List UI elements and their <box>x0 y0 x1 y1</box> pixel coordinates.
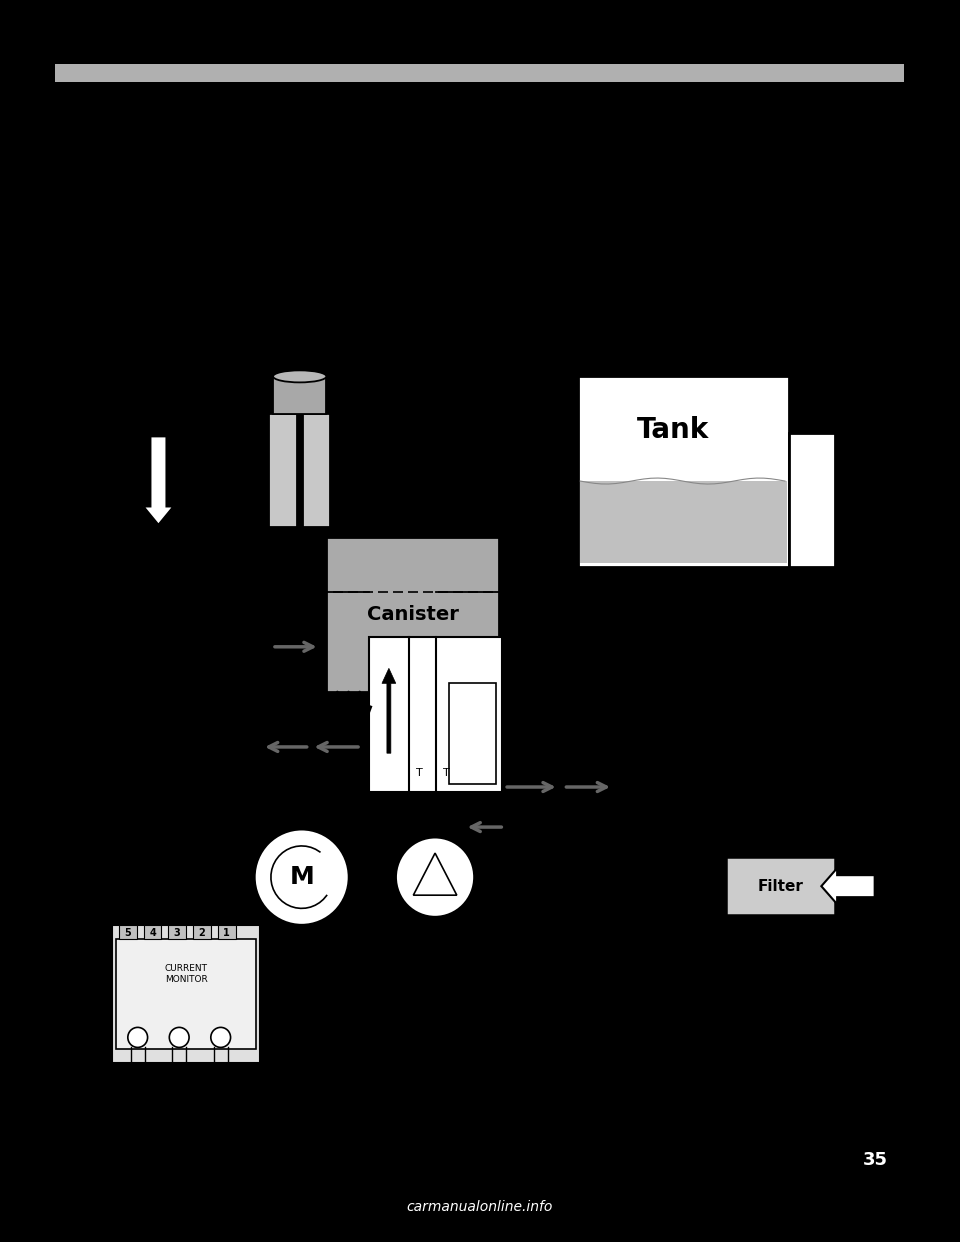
Text: 35: 35 <box>863 1151 888 1169</box>
Text: 0.5mm
Reference
Orifice: 0.5mm Reference Orifice <box>138 684 206 729</box>
Circle shape <box>396 837 474 917</box>
Bar <box>369 637 502 792</box>
Text: 2: 2 <box>199 928 205 938</box>
Circle shape <box>128 1027 148 1047</box>
FancyArrow shape <box>382 668 396 753</box>
Bar <box>218 925 235 939</box>
Bar <box>273 376 326 415</box>
Ellipse shape <box>273 370 326 383</box>
Bar <box>302 415 330 527</box>
Circle shape <box>667 682 677 692</box>
Text: T: T <box>443 769 449 779</box>
Text: T: T <box>417 769 423 779</box>
Text: Canister: Canister <box>367 605 459 623</box>
Text: Change-Over
Valve: Change-Over Valve <box>417 595 514 623</box>
Text: 5: 5 <box>125 928 132 938</box>
Bar <box>168 925 186 939</box>
Text: Engine: Engine <box>116 524 175 539</box>
Bar <box>269 415 297 527</box>
Bar <box>237 669 259 744</box>
Bar <box>112 925 260 1063</box>
Bar <box>193 925 211 939</box>
Bar <box>218 687 237 725</box>
Text: The ECM  activates the pump motor.  The pump pulls air from the filtered air inl: The ECM activates the pump motor. The pu… <box>73 168 748 204</box>
Text: Filter: Filter <box>757 878 804 894</box>
Circle shape <box>254 830 349 925</box>
Text: Electric
Motor LDP: Electric Motor LDP <box>637 595 716 623</box>
Text: +: + <box>270 558 286 576</box>
FancyArrow shape <box>144 436 173 524</box>
Text: Pump: Pump <box>413 929 457 943</box>
Bar <box>326 537 499 692</box>
Circle shape <box>169 1027 189 1047</box>
Bar <box>144 925 161 939</box>
Text: Throttle
Plate: Throttle Plate <box>116 319 177 348</box>
Circle shape <box>211 1027 230 1047</box>
Bar <box>294 925 309 939</box>
Bar <box>55 63 904 82</box>
Bar <box>116 939 256 1049</box>
Text: LEAK DIAGNOSIS TEST: LEAK DIAGNOSIS TEST <box>73 98 335 118</box>
Text: 3: 3 <box>174 928 180 938</box>
Bar <box>580 481 787 563</box>
Bar <box>578 376 789 566</box>
Bar <box>119 925 136 939</box>
Text: CURRENT
MONITOR: CURRENT MONITOR <box>164 964 207 985</box>
Text: Tank: Tank <box>637 416 709 443</box>
Bar <box>727 857 835 915</box>
Text: M: M <box>289 866 314 889</box>
Text: carmanualonline.info: carmanualonline.info <box>407 1200 553 1215</box>
Text: ooooo: ooooo <box>637 687 684 703</box>
Polygon shape <box>789 433 835 566</box>
Text: 1: 1 <box>224 928 230 938</box>
FancyArrow shape <box>822 868 875 904</box>
Text: 4: 4 <box>149 928 156 938</box>
Text: The ECM simultaneously monitors the pump motor current flow .  The motor current: The ECM simultaneously monitors the pump… <box>73 224 750 302</box>
Text: PHASE 1 -  REFERENCE MEASUREMENT: PHASE 1 - REFERENCE MEASUREMENT <box>73 137 451 154</box>
Text: +: + <box>554 559 571 579</box>
Text: ooooo: ooooo <box>633 728 679 743</box>
Text: Fresh Air: Fresh Air <box>805 923 876 938</box>
Text: Purge
Valve: Purge Valve <box>317 319 361 348</box>
Bar <box>228 591 711 923</box>
